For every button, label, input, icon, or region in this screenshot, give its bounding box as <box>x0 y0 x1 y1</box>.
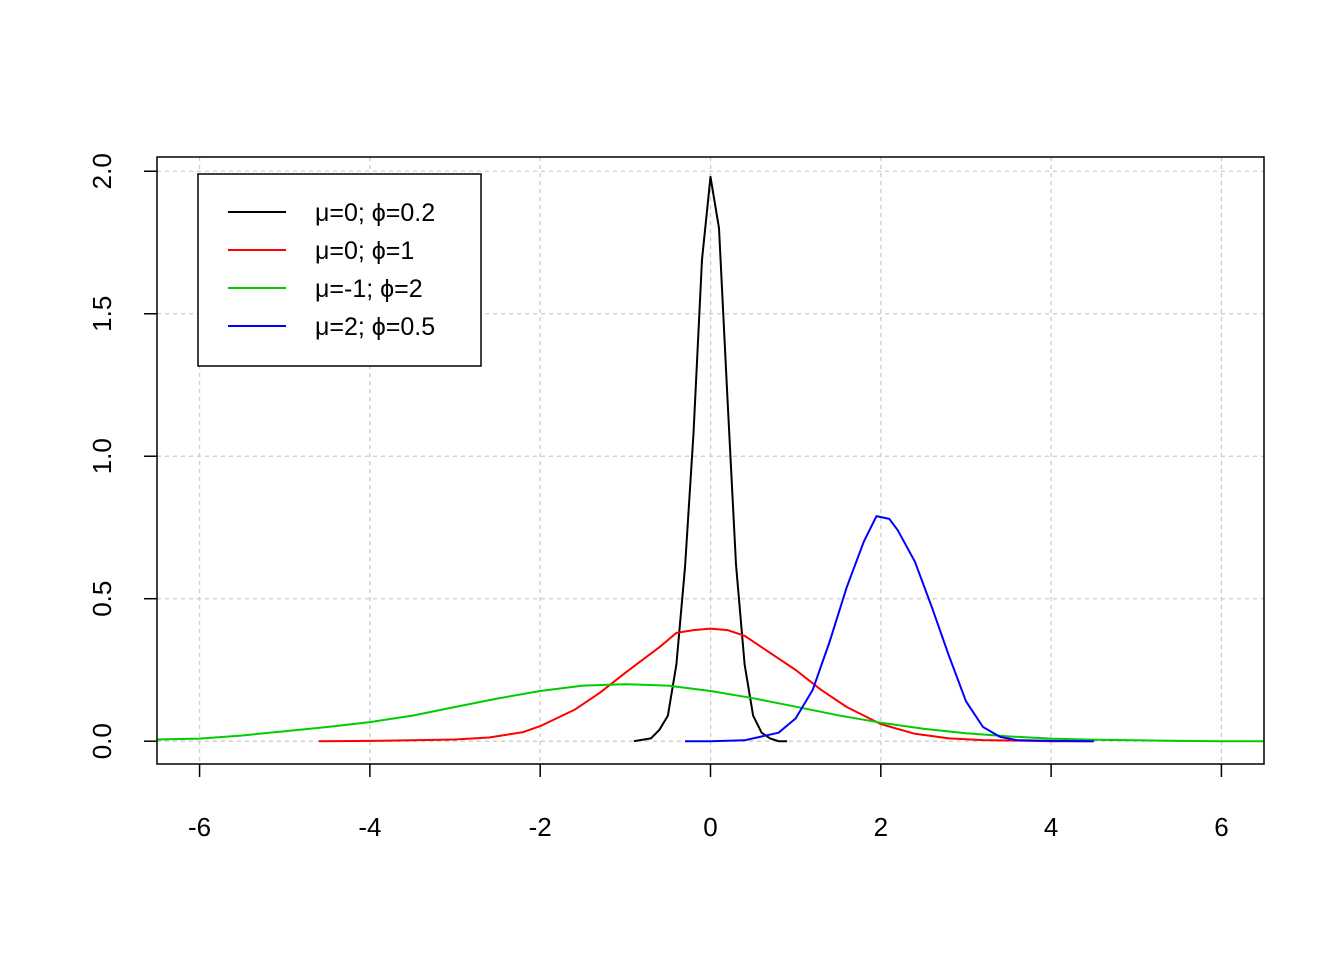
x-tick-label: 0 <box>703 812 717 842</box>
x-tick-label: -6 <box>188 812 211 842</box>
y-tick-label: 0.5 <box>87 581 117 617</box>
legend-label-3: μ=2; ϕ=0.5 <box>315 313 435 341</box>
legend-label-0: μ=0; ϕ=0.2 <box>315 199 435 227</box>
y-tick-label: 2.0 <box>87 153 117 189</box>
legend-label-2: μ=-1; ϕ=2 <box>315 275 423 303</box>
x-tick-label: 4 <box>1044 812 1058 842</box>
legend-label-1: μ=0; ϕ=1 <box>315 237 414 265</box>
legend-box <box>197 173 482 367</box>
series-line-3 <box>685 515 1094 743</box>
y-tick-label: 0.0 <box>87 723 117 759</box>
x-tick-label: -4 <box>358 812 381 842</box>
series-line-2 <box>157 683 1264 743</box>
legend: μ=0; ϕ=0.2 μ=0; ϕ=1 μ=-1; ϕ=2 μ=2; ϕ=0.5 <box>197 173 482 367</box>
axes: -6 -4 -2 0 2 4 6 0.0 0.5 1.0 1.5 2.0 <box>87 153 1229 842</box>
x-tick-label: -2 <box>529 812 552 842</box>
y-tick-label: 1.0 <box>87 438 117 474</box>
x-tick-label: 2 <box>874 812 888 842</box>
series-line-1 <box>318 627 1094 743</box>
series-line-0 <box>633 175 788 743</box>
x-tick-label: 6 <box>1214 812 1228 842</box>
y-tick-label: 1.5 <box>87 296 117 332</box>
series-layer <box>157 175 1264 743</box>
